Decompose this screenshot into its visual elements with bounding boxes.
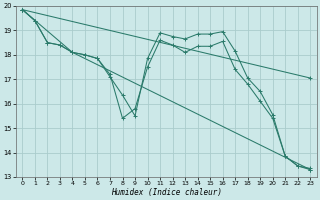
X-axis label: Humidex (Indice chaleur): Humidex (Indice chaleur) — [111, 188, 222, 197]
